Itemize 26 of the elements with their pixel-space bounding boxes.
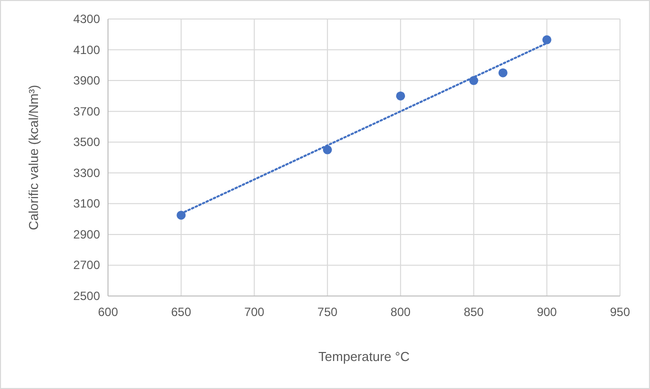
y-tick-label: 4300	[73, 12, 100, 26]
x-tick-label: 800	[390, 305, 411, 319]
y-tick-label: 2700	[73, 258, 100, 272]
y-axis-title: Calorific value (kcal/Nm³)	[26, 84, 41, 230]
x-tick-label: 900	[536, 305, 558, 319]
x-axis-title: Temperature °C	[318, 349, 410, 364]
point	[176, 210, 186, 220]
x-tick-label: 700	[244, 305, 265, 319]
y-tick-label: 3900	[73, 74, 100, 88]
y-tick-label: 3700	[73, 104, 100, 118]
point	[498, 68, 508, 78]
y-tick-label: 2500	[73, 289, 100, 303]
point	[322, 145, 332, 154]
y-tick-label: 3100	[73, 196, 100, 211]
point	[542, 35, 552, 44]
x-tick-label: 750	[317, 305, 338, 319]
x-tick-label: 850	[464, 305, 484, 319]
x-tick-label: 650	[171, 305, 192, 319]
x-tick-label: 600	[98, 305, 118, 319]
x-tick-label: 950	[610, 305, 630, 319]
point	[396, 91, 406, 100]
y-tick-label: 3500	[73, 135, 100, 150]
y-tick-label: 2900	[73, 227, 100, 242]
y-tick-label: 3300	[73, 166, 100, 180]
point	[469, 76, 478, 86]
y-tick-label: 4100	[73, 42, 100, 57]
